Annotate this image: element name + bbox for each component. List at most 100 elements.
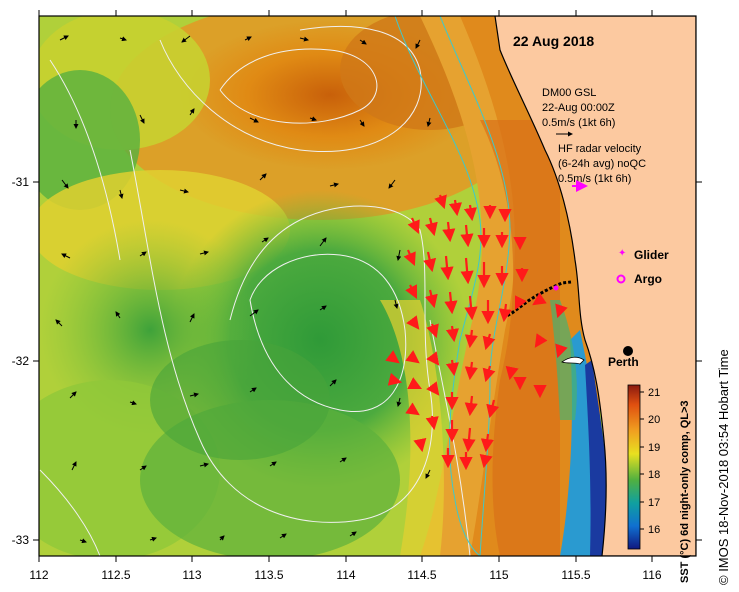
x-tick-label: 112 — [29, 568, 48, 582]
hf-arrow-icon — [442, 221, 456, 243]
model-arrow-icon — [61, 253, 71, 259]
model-arrow-icon — [329, 379, 337, 387]
platform-legend: ✦ Glider Argo — [616, 248, 669, 286]
model-arrow-icon — [329, 182, 339, 188]
hf-arrow-icon — [426, 351, 440, 366]
hf-arrow-icon — [424, 289, 438, 309]
model-arrow-icon — [393, 299, 399, 309]
x-tick-label: 113.5 — [254, 568, 283, 582]
model-arrow-icon — [139, 251, 147, 257]
model-arrow-icon — [279, 533, 287, 539]
colorbar-tick-label: 16 — [648, 524, 660, 536]
radar-legend: HF radar velocity (6-24h avg) noQC 0.5m/… — [558, 143, 646, 192]
hf-arrow-icon — [445, 359, 459, 377]
model-arrow-icon — [129, 400, 137, 406]
hf-arrow-icon — [460, 224, 474, 248]
hf-radar-arrows — [385, 194, 568, 471]
radar-legend-line3: 0.5m/s (1kt 6h) — [558, 173, 631, 185]
hf-arrow-icon — [464, 361, 478, 381]
model-arrow-icon — [149, 536, 157, 542]
model-arrow-icon — [426, 117, 432, 127]
model-arrow-icon — [59, 35, 69, 41]
x-tick-label: 116 — [642, 568, 661, 582]
hf-arrow-icon — [486, 399, 500, 419]
model-arrow-icon — [189, 108, 195, 116]
hf-arrow-icon — [423, 251, 437, 273]
hf-arrow-icon — [385, 350, 400, 364]
model-arrow-icon — [319, 305, 327, 311]
model-arrow-icon — [359, 39, 367, 45]
model-arrow-icon — [115, 311, 121, 319]
hf-arrow-icon — [555, 303, 568, 319]
hf-arrow-icon — [482, 365, 496, 383]
x-tick-label: 114 — [336, 568, 355, 582]
model-arrow-icon — [55, 319, 63, 327]
model-arrow-icon — [139, 465, 147, 471]
model-arrow-icon — [299, 36, 309, 42]
model-arrow-icon — [71, 461, 77, 471]
hf-arrow-icon — [405, 402, 420, 416]
colorbar-tick-label: 19 — [648, 442, 660, 454]
model-arrow-icon — [249, 309, 259, 317]
hf-arrow-icon — [479, 453, 493, 469]
y-tick-label: -33 — [12, 533, 30, 547]
model-arrow-icon — [244, 36, 252, 42]
model-legend-line2: 22-Aug 00:00Z — [542, 102, 615, 114]
x-tick-label: 115 — [489, 568, 508, 582]
model-arrow-icon — [261, 237, 269, 243]
model-arrow-icon — [119, 36, 127, 42]
hf-arrow-icon — [463, 204, 477, 222]
perth-marker-icon — [623, 346, 633, 356]
hf-arrow-icon — [424, 217, 438, 237]
hf-arrow-icon — [426, 323, 439, 339]
x-tick-label: 112.5 — [101, 568, 130, 582]
model-arrow-icon — [309, 116, 317, 122]
hf-arrow-icon — [534, 333, 548, 348]
hf-arrow-icon — [425, 415, 439, 431]
hf-arrow-icon — [482, 333, 496, 351]
hf-arrow-icon — [464, 329, 478, 349]
colorbar: 21 20 19 18 17 16 SST (°C) 6d night-only comp… — [627, 384, 691, 583]
model-arrow-icon — [118, 189, 124, 199]
colorbar-tick-label: 17 — [648, 497, 660, 509]
glider-track — [502, 280, 572, 320]
hf-arrow-icon — [532, 292, 547, 306]
model-arrow-icon — [359, 119, 365, 127]
argo-label: Argo — [634, 272, 662, 286]
model-arrow-icon — [388, 179, 396, 189]
sst-field — [39, 16, 696, 556]
hf-arrow-icon — [407, 377, 422, 389]
y-tick-label: -31 — [12, 175, 30, 189]
model-arrow-icon — [219, 535, 225, 541]
hf-arrow-icon — [426, 381, 440, 396]
hf-arrow-icon — [480, 433, 494, 453]
hf-arrow-icon — [460, 257, 474, 285]
hf-arrow-icon — [403, 249, 416, 267]
model-arrow-icon — [425, 469, 431, 479]
hf-arrow-icon — [444, 291, 458, 315]
model-legend-line3: 0.5m/s (1kt 6h) — [542, 117, 615, 129]
colorbar-ramp — [627, 384, 641, 550]
model-legend: DM00 GSL 22-Aug 00:00Z 0.5m/s (1kt 6h) — [542, 87, 615, 137]
hf-arrow-icon — [413, 437, 427, 453]
y-tick-label: -32 — [12, 354, 30, 368]
argo-marker-icon — [616, 274, 626, 284]
model-legend-line1: DM00 GSL — [542, 87, 596, 99]
model-arrow-icon — [61, 179, 69, 189]
hf-arrow-icon — [387, 372, 403, 386]
model-arrow-icon — [339, 457, 347, 463]
x-tick-label: 114.5 — [407, 568, 436, 582]
model-arrow-icon — [79, 538, 87, 544]
model-arrow-icon — [396, 397, 402, 407]
y-axis: -31 -32 -33 — [12, 175, 702, 547]
model-arrow-icon — [199, 250, 209, 256]
colorbar-label: SST (°C) 6d night-only comp, QL>3 — [679, 400, 691, 583]
model-arrow-icon — [69, 391, 77, 399]
hf-arrow-icon — [505, 365, 519, 381]
model-arrow-icon — [179, 188, 189, 194]
hf-arrow-icon — [464, 295, 478, 321]
hf-arrow-icon — [440, 255, 454, 281]
model-current-arrows — [55, 35, 432, 544]
colorbar-tick-label: 18 — [648, 469, 660, 481]
